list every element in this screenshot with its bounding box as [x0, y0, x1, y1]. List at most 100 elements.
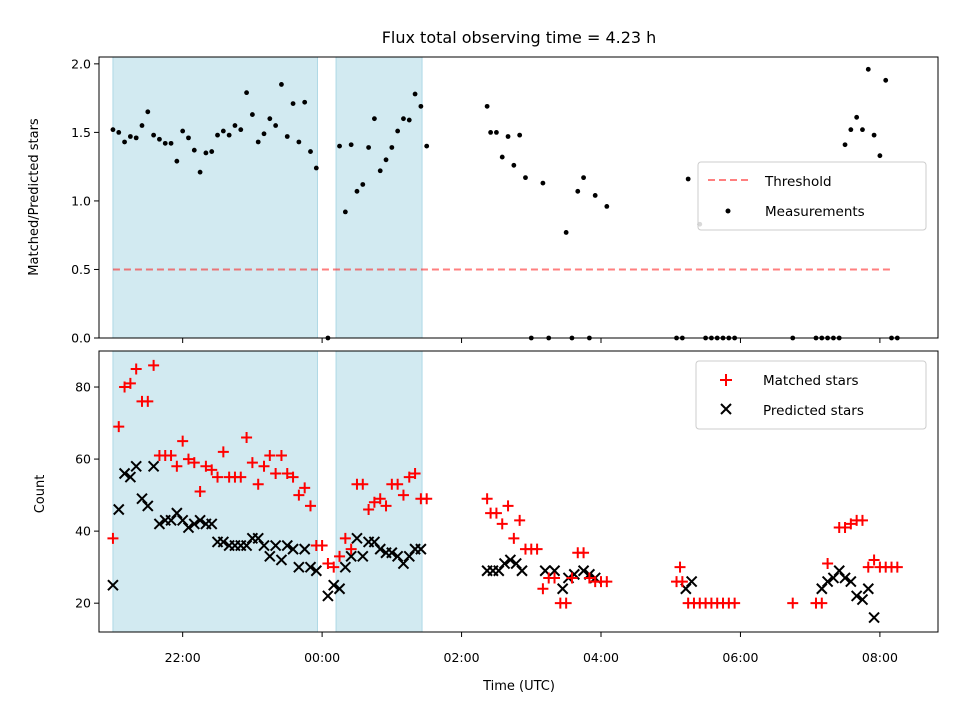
x-tick-label: 02:00 — [444, 650, 480, 665]
measurement-point — [871, 132, 877, 138]
predicted-star-point — [287, 543, 299, 555]
matched-star-point — [787, 597, 799, 609]
matched-star-point — [496, 518, 508, 530]
matched-star-point — [194, 486, 206, 497]
predicted-star-point — [845, 575, 857, 588]
matched-star-point — [107, 532, 119, 544]
measurement-point — [273, 123, 279, 128]
predicted-star-point — [556, 583, 569, 595]
measurement-point — [249, 112, 255, 117]
matched-star-point — [508, 532, 520, 544]
predicted-star-point — [504, 554, 517, 566]
matched-star-point — [583, 572, 595, 584]
matched-star-point — [200, 460, 212, 472]
bottom-y-tick-label: 60 — [75, 452, 91, 467]
matched-star-point — [177, 435, 189, 447]
measurement-point — [517, 132, 523, 138]
predicted-star-point — [310, 565, 323, 577]
measurement-point — [308, 149, 313, 154]
matched-star-point — [119, 381, 131, 393]
matched-star-point — [165, 449, 177, 461]
measurement-point — [232, 123, 238, 128]
legend-measurements-label: Measurements — [765, 204, 865, 220]
measurement-point — [180, 128, 186, 134]
matched-star-point — [862, 561, 874, 573]
matched-star-point — [322, 558, 334, 570]
predicted-star-point — [153, 518, 166, 530]
predicted-star-point — [142, 500, 154, 512]
matched-star-point — [380, 500, 392, 512]
measurement-point — [127, 134, 133, 139]
measurement-point — [604, 204, 610, 209]
predicted-star-point — [685, 575, 698, 588]
predicted-star-point — [304, 561, 317, 573]
measurement-point — [424, 143, 430, 149]
top-y-tick-label: 1.5 — [71, 125, 91, 140]
predicted-star-points — [107, 460, 880, 624]
measurement-point — [488, 129, 494, 135]
matched-star-point — [212, 471, 224, 483]
measurement-point — [377, 168, 383, 174]
matched-star-point — [409, 467, 421, 479]
matched-star-point — [514, 514, 526, 526]
measurement-point — [122, 139, 127, 145]
predicted-star-point — [322, 590, 334, 602]
matched-star-point — [490, 507, 502, 519]
predicted-star-point — [333, 583, 346, 595]
matched-star-point — [868, 554, 880, 566]
matched-star-point — [822, 558, 834, 570]
matched-star-point — [676, 576, 688, 588]
x-tick-label: 22:00 — [165, 650, 201, 665]
matched-star-point — [206, 464, 218, 476]
measurement-point — [209, 149, 215, 154]
measurement-point — [383, 157, 389, 163]
measurement-point — [302, 99, 308, 105]
matched-star-point — [246, 457, 258, 469]
matched-star-point — [481, 493, 493, 505]
matched-star-point — [241, 431, 253, 443]
matched-star-point — [328, 561, 340, 573]
observing-windows-bottom — [112, 350, 423, 633]
matched-star-point — [275, 449, 287, 461]
measurement-point — [151, 132, 157, 138]
measurement-point — [226, 132, 232, 138]
legend-predicted-swatch — [720, 403, 732, 415]
matched-star-point — [217, 446, 229, 458]
observing-window-2 — [335, 350, 423, 633]
measurement-point — [261, 131, 267, 137]
matched-star-point — [578, 547, 590, 559]
matched-star-point — [258, 460, 270, 472]
measurement-point — [883, 77, 889, 83]
measurement-point — [865, 66, 871, 72]
matched-star-point — [891, 561, 903, 573]
predicted-star-point — [217, 536, 230, 548]
matched-star-point — [304, 500, 316, 512]
measurement-point — [168, 140, 174, 146]
matched-star-point — [531, 543, 543, 555]
matched-star-point — [334, 550, 346, 562]
measurement-point — [337, 143, 342, 149]
predicted-star-point — [188, 518, 200, 530]
matched-star-point — [142, 395, 154, 407]
matched-star-point — [392, 478, 404, 490]
measurement-point — [540, 180, 546, 186]
measurement-point — [360, 182, 366, 187]
measurement-point — [505, 134, 511, 139]
predicted-star-point — [275, 554, 288, 566]
predicted-star-point — [862, 583, 874, 595]
measurement-point — [290, 101, 296, 107]
measurement-point — [575, 188, 581, 194]
measurement-point — [592, 193, 598, 198]
measurement-point — [348, 142, 354, 148]
measurement-point — [581, 175, 586, 181]
measurement-point — [342, 209, 348, 215]
predicted-star-point — [868, 611, 880, 624]
top-y-tick-label: 0.5 — [71, 262, 91, 277]
predicted-star-point — [516, 565, 528, 577]
measurement-point — [389, 145, 395, 150]
measurement-point — [279, 82, 284, 87]
predicted-star-point — [293, 561, 305, 573]
measurement-point — [854, 114, 860, 120]
matched-star-point — [856, 514, 868, 526]
matched-star-point — [566, 572, 578, 584]
